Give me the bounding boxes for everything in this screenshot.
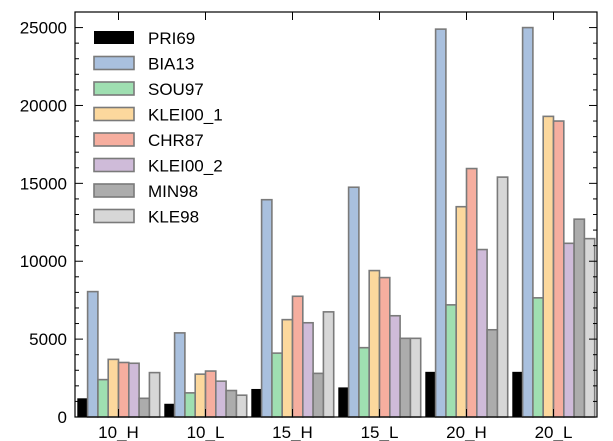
bars-group: [77, 26, 596, 418]
y-tick-label: 15000: [20, 174, 67, 193]
bar-min98-20-l: [573, 218, 586, 418]
bar-sou97-20-l: [532, 297, 545, 418]
x-tick-label: 20_H: [446, 423, 487, 441]
bar-klei00-2-10-h: [128, 362, 140, 418]
bar-chr87-10-h: [117, 361, 130, 418]
x-tick-label: 10_L: [187, 423, 225, 441]
bar-bia13-20-h: [434, 28, 447, 418]
legend-label: BIA13: [148, 55, 194, 74]
bar-min98-10-h: [138, 397, 151, 418]
axis-ticks: [75, 11, 597, 418]
bar-kle98-10-l: [235, 394, 248, 418]
bar-chr87-15-l: [378, 276, 391, 418]
legend-swatch: [93, 106, 135, 122]
bar-sou97-20-h: [445, 304, 457, 418]
bar-min98-10-l: [225, 389, 238, 418]
legend-label: SOU97: [148, 80, 204, 99]
x-tick-label: 15_H: [272, 423, 313, 441]
bar-klei00-2-20-l: [562, 242, 575, 418]
bar-bia13-10-l: [173, 332, 186, 418]
bar-klei00-1-15-h: [281, 318, 294, 418]
legend-label: KLEI00_1: [148, 106, 223, 125]
bar-min98-15-l: [399, 337, 412, 418]
bar-kle98-20-l: [583, 237, 596, 418]
bar-klei00-2-20-h: [475, 248, 488, 418]
bar-kle98-15-l: [409, 337, 422, 418]
bar-min98-15-h: [312, 372, 325, 418]
y-tick-label: 10000: [20, 252, 67, 271]
bar-kle98-20-h: [496, 176, 509, 418]
bar-kle98-10-h: [148, 371, 161, 418]
bar-pri69-15-h: [251, 388, 262, 417]
bar-sou97-15-h: [271, 352, 283, 418]
bar-sou97-10-h: [97, 378, 110, 418]
bar-klei00-2-10-l: [215, 380, 227, 418]
bar-min98-20-h: [486, 328, 499, 418]
y-tick-label: 25000: [20, 19, 67, 38]
bar-bia13-10-h: [86, 290, 99, 418]
bar-chr87-10-l: [204, 370, 217, 418]
bar-chr87-20-l: [552, 120, 565, 418]
bar-kle98-15-h: [322, 311, 335, 418]
bar-klei00-1-20-l: [542, 115, 555, 418]
legend-swatch: [93, 208, 135, 224]
bar-bia13-20-l: [521, 26, 534, 418]
bar-klei00-1-10-h: [107, 358, 120, 418]
y-tick-label: 5000: [29, 330, 67, 349]
bar-klei00-2-15-l: [388, 314, 401, 418]
tick-labels: 0 5000 10000 15000 20000 25000 10_H 10_L 15_H 15_…: [20, 19, 573, 441]
legend-swatch: [93, 132, 135, 147]
x-tick-label: 10_H: [98, 423, 139, 441]
legend-swatch: [93, 157, 135, 173]
bar-klei00-1-10-l: [194, 373, 207, 418]
bar-pri69-20-l: [512, 371, 523, 417]
bar-chr87-15-h: [291, 295, 304, 418]
legend-swatch: [93, 81, 135, 96]
legend-label: CHR87: [148, 131, 204, 150]
plot-frame: [74, 11, 598, 418]
bar-bia13-15-l: [347, 186, 360, 418]
legend-swatch: [93, 55, 135, 71]
bar-klei00-1-15-l: [368, 269, 381, 418]
legend-swatch: [93, 183, 135, 198]
bar-klei00-1-20-h: [455, 205, 468, 418]
bar-pri69-15-l: [338, 387, 349, 417]
bar-chr87-20-h: [465, 167, 478, 418]
legend-label: PRI69: [148, 29, 195, 48]
x-tick-label: 15_L: [361, 423, 399, 441]
legend-label: KLE98: [148, 208, 199, 227]
bar-pri69-10-h: [77, 398, 88, 417]
bar-sou97-15-l: [358, 346, 370, 418]
legend-label: KLEI00_2: [148, 157, 223, 176]
x-tick-label: 20_L: [535, 423, 573, 441]
bar-sou97-10-l: [184, 392, 196, 418]
legend-swatch: [94, 31, 134, 44]
bar-klei00-2-15-h: [301, 321, 314, 418]
y-tick-label: 20000: [20, 96, 67, 115]
legend: PRI69 BIA13 SOU97 KLEI00_1 CHR87 KLEI00_2 MIN9…: [93, 29, 223, 227]
bar-pri69-10-l: [164, 403, 175, 417]
bar-bia13-15-h: [260, 198, 273, 418]
legend-label: MIN98: [148, 182, 198, 201]
y-tick-label: 0: [58, 408, 67, 427]
bar-pri69-20-h: [425, 371, 436, 417]
